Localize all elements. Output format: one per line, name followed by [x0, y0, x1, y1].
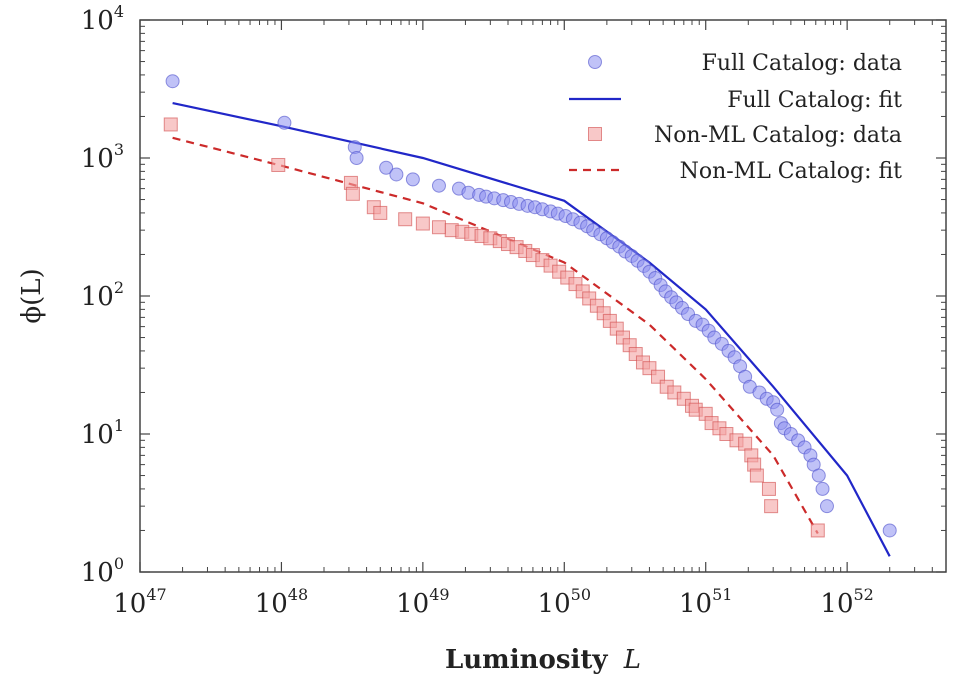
y-tick-label: 102 [81, 278, 124, 312]
series-3 [172, 136, 819, 535]
data-point [738, 436, 753, 451]
legend-entry-label: Full Catalog: data [702, 51, 902, 76]
y-tick-label: 103 [81, 140, 124, 174]
data-point [749, 468, 764, 483]
x-tick-label: 1050 [538, 585, 591, 619]
data-point [277, 115, 292, 130]
data-point [373, 205, 388, 220]
x-tick-label: 1048 [255, 585, 308, 619]
data-point [764, 499, 779, 514]
data-point [811, 468, 826, 483]
data-point [431, 220, 446, 235]
data-point [405, 172, 420, 187]
data-point [819, 499, 834, 514]
axis-ticks: 1047 1048 1049 1050 1051 1052 100 101 102 103 104 [81, 2, 947, 619]
data-point [761, 481, 776, 496]
y-axis-label: ϕ(L) [17, 268, 47, 323]
legend-marker-swatch [588, 55, 602, 69]
data-point [389, 167, 404, 182]
legend-entry-label: Non-ML Catalog: data [654, 123, 902, 148]
legend: Full Catalog: data Full Catalog: fit Non-M… [569, 51, 902, 184]
data-point [345, 186, 360, 201]
data-point [271, 157, 286, 172]
y-tick-label: 100 [81, 554, 124, 588]
series-2 [163, 117, 825, 538]
x-axis-label: Luminosity L [445, 645, 641, 675]
data-point [815, 481, 830, 496]
data-point [431, 178, 446, 193]
legend-entry-label: Full Catalog: fit [727, 88, 902, 113]
x-tick-label: 1047 [113, 585, 166, 619]
x-tick-label: 1051 [679, 585, 732, 619]
data-point [810, 523, 825, 538]
data-point [165, 74, 180, 89]
fit-line [172, 136, 819, 535]
legend-marker-swatch [588, 127, 602, 141]
x-tick-label: 1049 [396, 585, 449, 619]
data-point [163, 117, 178, 132]
data-point [415, 216, 430, 231]
data-point [882, 523, 897, 538]
y-tick-label: 104 [81, 2, 124, 36]
legend-entry-label: Non-ML Catalog: fit [680, 159, 903, 184]
y-tick-label: 101 [81, 416, 124, 450]
data-point [379, 160, 394, 175]
series-layer [163, 74, 897, 557]
data-point [349, 151, 364, 165]
data-point [770, 402, 785, 417]
x-tick-label: 1052 [820, 585, 873, 619]
series-0 [165, 74, 897, 538]
data-point [398, 212, 413, 227]
